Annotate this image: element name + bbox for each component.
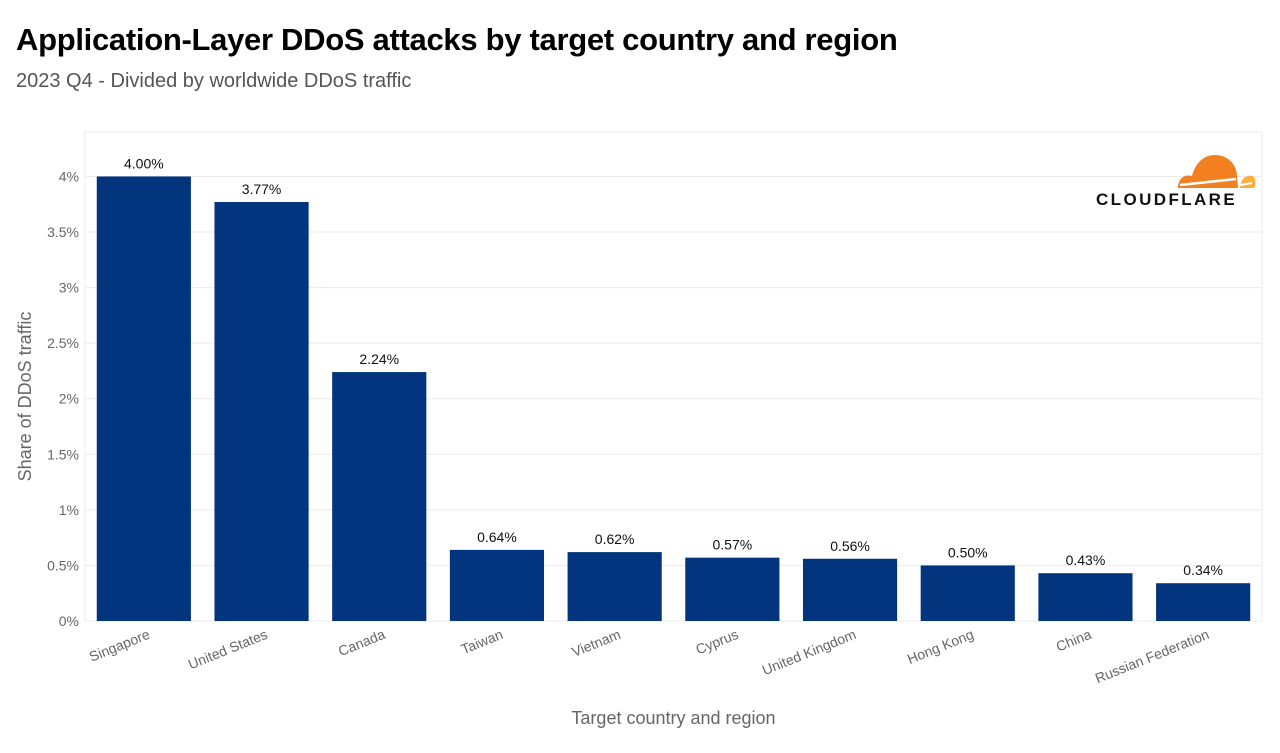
value-label: 0.64% [477, 529, 517, 545]
y-tick-label: 0.5% [47, 557, 79, 573]
x-tick-label: China [1054, 626, 1094, 655]
value-label: 0.43% [1066, 552, 1106, 568]
x-tick-label: Cyprus [693, 626, 740, 657]
x-axis-ticks: Singapore United States Canada Taiwan Vietna… [87, 626, 1211, 686]
y-tick-label: 2% [59, 391, 79, 407]
bar-united-states [214, 202, 309, 621]
value-label: 4.00% [124, 155, 164, 171]
y-tick-label: 3.5% [47, 224, 79, 240]
y-tick-label: 0% [59, 613, 79, 629]
bar-singapore [96, 176, 191, 622]
bars [96, 176, 1251, 622]
value-label: 3.77% [242, 181, 282, 197]
x-tick-label: Vietnam [569, 626, 622, 660]
y-tick-label: 2.5% [47, 335, 79, 351]
y-axis-ticks: 0% 0.5% 1% 1.5% 2% 2.5% 3% 3.5% 4% [47, 168, 79, 629]
bar-china [1038, 573, 1133, 621]
x-tick-label: Russian Federation [1093, 626, 1212, 686]
y-tick-label: 4% [59, 168, 79, 184]
value-label: 0.50% [948, 544, 988, 560]
chart-title: Application-Layer DDoS attacks by target… [16, 22, 898, 57]
value-label: 2.24% [359, 351, 399, 367]
x-tick-label: Taiwan [459, 626, 505, 657]
cloud-icon [1178, 155, 1256, 188]
cloudflare-wordmark: CLOUDFLARE [1096, 190, 1238, 209]
y-axis-label: Share of DDoS traffic [15, 312, 35, 482]
value-label: 0.34% [1183, 562, 1223, 578]
value-label: 0.56% [830, 538, 870, 554]
bar-taiwan [449, 549, 545, 621]
bar-united-kingdom [802, 558, 898, 621]
x-tick-label: Hong Kong [905, 626, 976, 667]
x-tick-label: Singapore [87, 626, 152, 665]
value-label: 0.57% [712, 537, 752, 553]
value-label: 0.62% [595, 531, 635, 547]
cloudflare-logo: CLOUDFLARE [1096, 152, 1256, 212]
y-tick-label: 1% [59, 502, 79, 518]
bar-cyprus [685, 557, 780, 621]
x-tick-label: Canada [336, 626, 388, 659]
y-tick-label: 1.5% [47, 446, 79, 462]
value-labels: 4.00% 3.77% 2.24% 0.64% 0.62% 0.57% 0.56% 0.50%… [124, 155, 1223, 578]
bar-russian-federation [1156, 583, 1251, 621]
x-axis-label: Target country and region [571, 708, 775, 728]
bar-canada [332, 372, 427, 621]
bar-hong-kong [920, 565, 1015, 621]
bar-vietnam [567, 552, 662, 621]
y-tick-label: 3% [59, 280, 79, 296]
x-tick-label: United Kingdom [760, 626, 858, 678]
chart-subtitle: 2023 Q4 - Divided by worldwide DDoS traf… [16, 70, 412, 92]
x-tick-label: United States [186, 626, 270, 672]
